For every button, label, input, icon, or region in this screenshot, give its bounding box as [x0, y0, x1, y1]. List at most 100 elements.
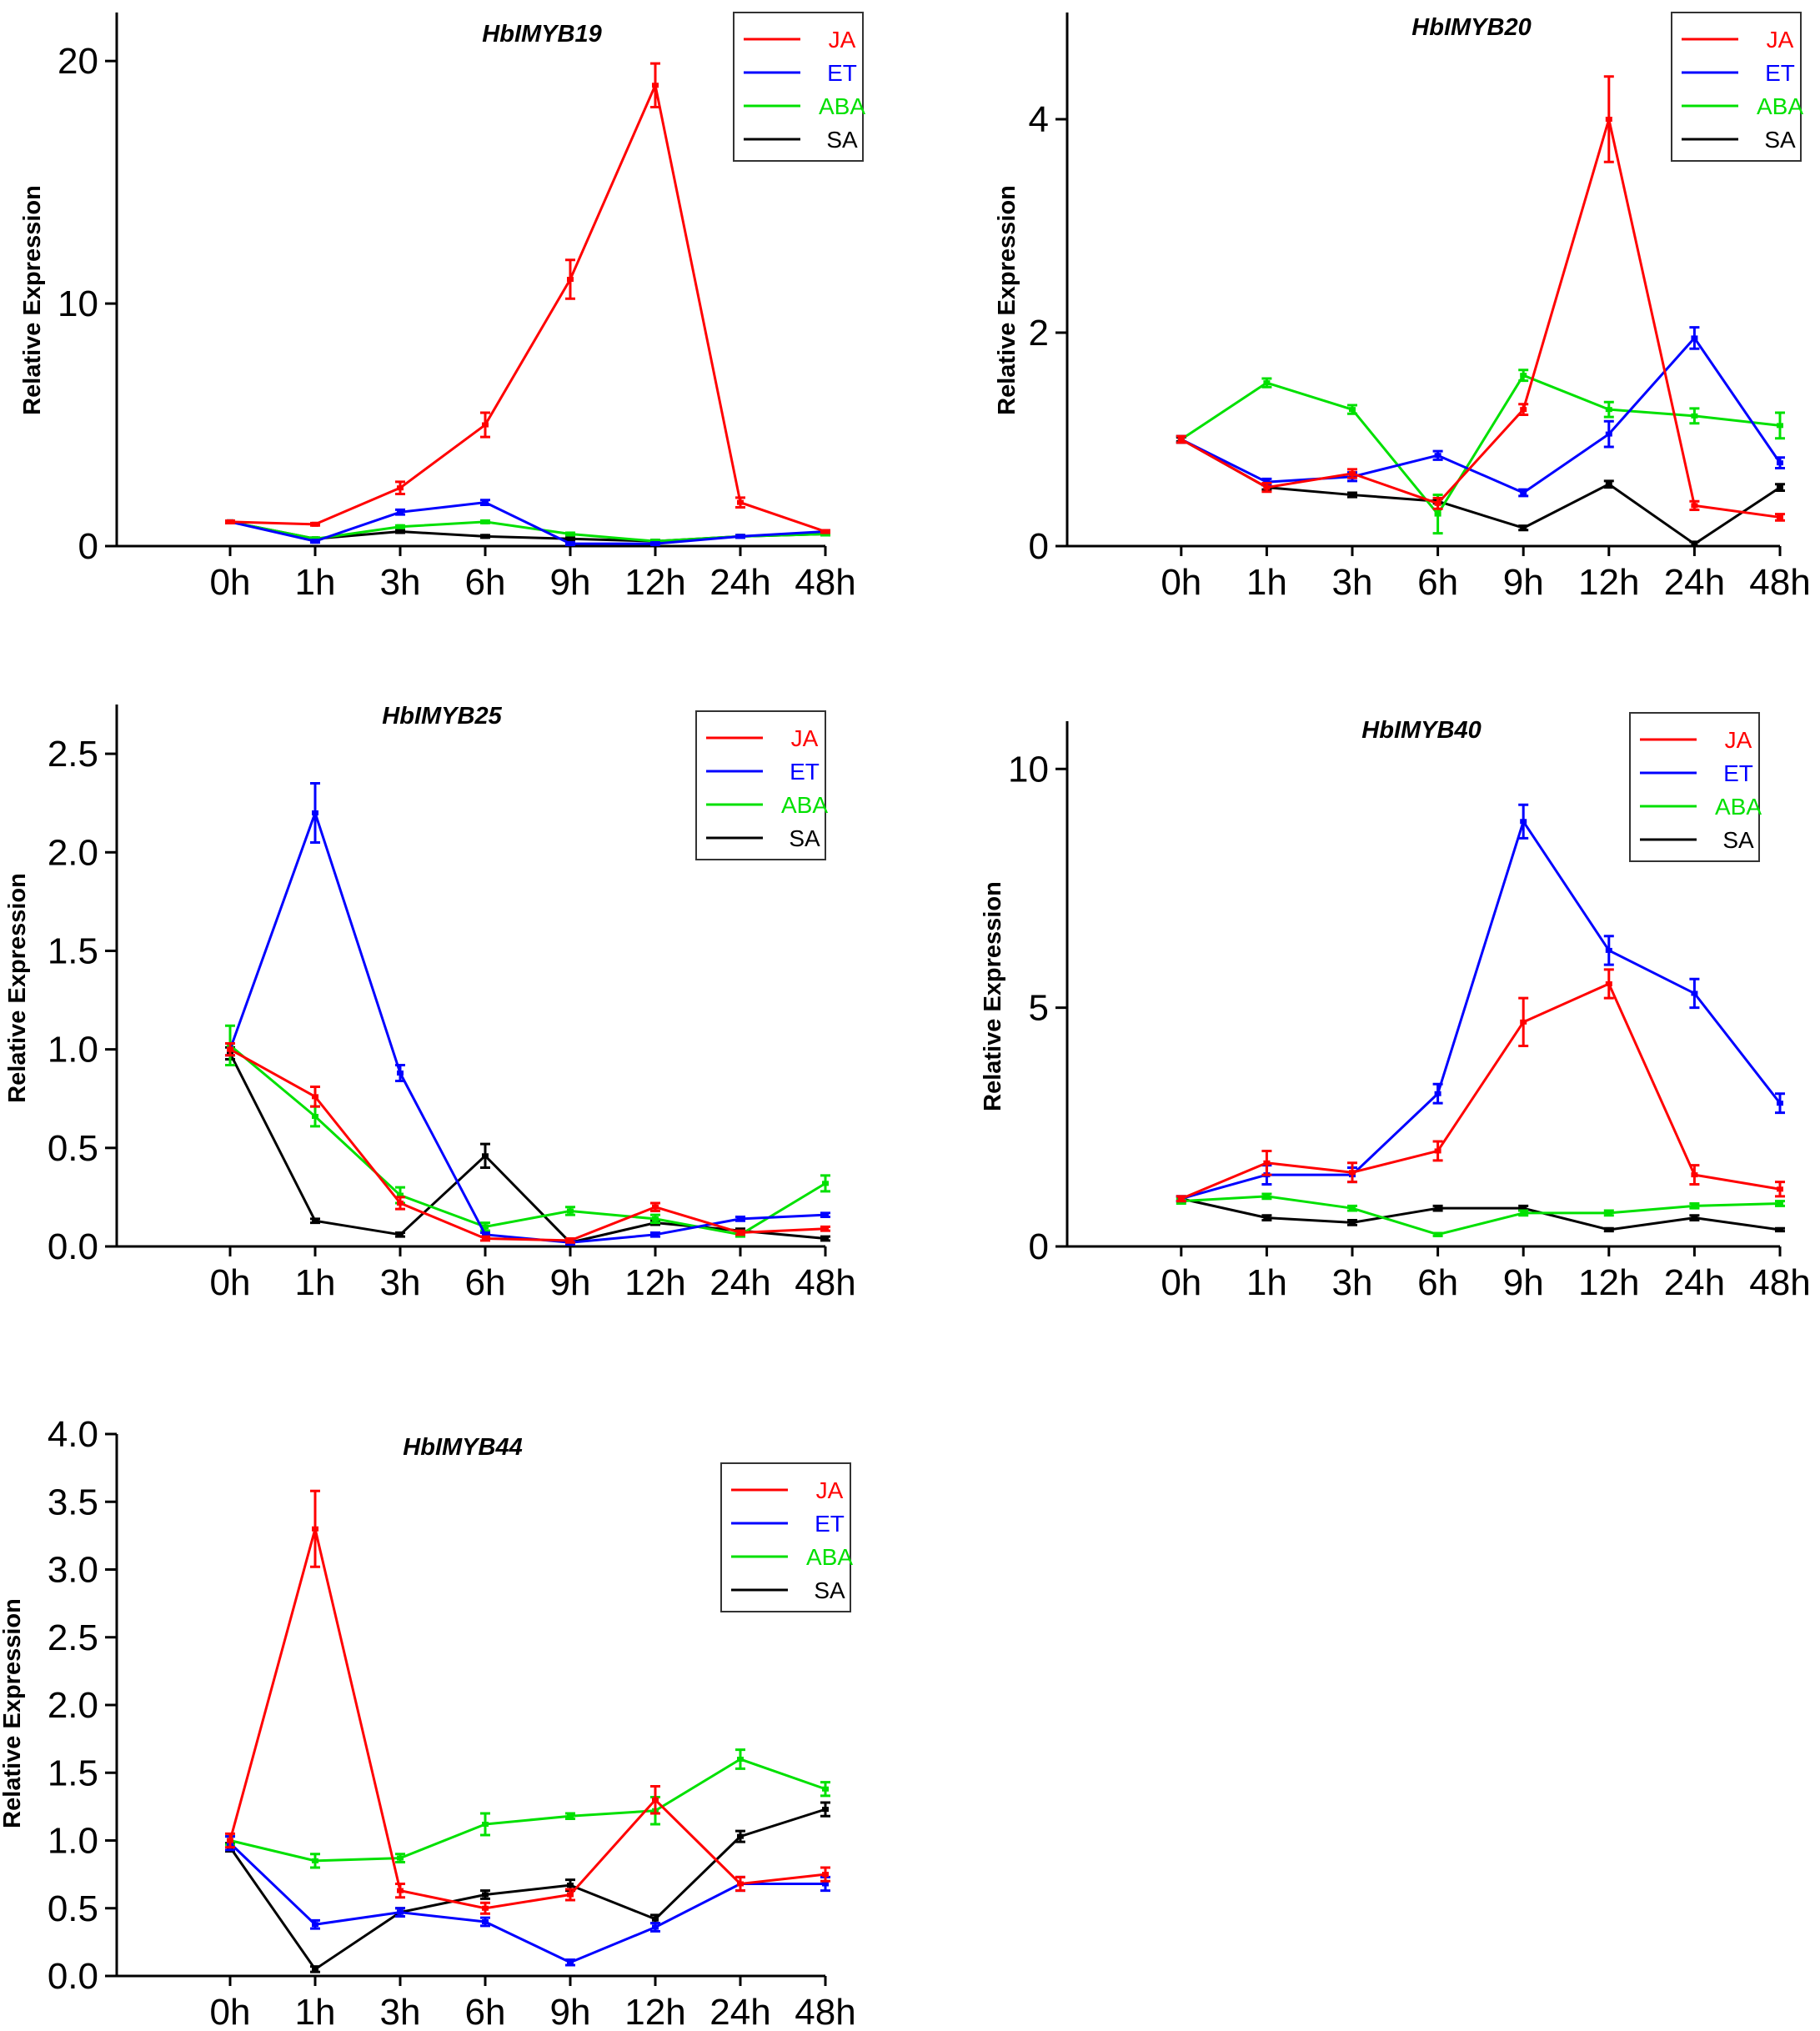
y-tick-label: 2.0 [48, 1685, 98, 1726]
y-tick-label: 4 [1029, 99, 1049, 140]
x-tick-label: 6h [465, 1992, 506, 2031]
series-line-JA [228, 1527, 826, 1910]
data-point [1263, 484, 1271, 490]
data-point [482, 1153, 489, 1159]
series-line-ABA [1180, 374, 1781, 516]
data-point [822, 1872, 829, 1878]
data-point [227, 1046, 233, 1052]
panel-HbIMYB25: 0.0 0.5 1.0 1.5 2.0 2.5 0h 1h 3h 6h 9h 12h 24h 48h Rel… [4, 703, 856, 1303]
data-point [397, 509, 404, 515]
data-point [652, 1231, 659, 1237]
legend-label-SA: SA [814, 1577, 845, 1603]
x-tick-label: 9h [550, 1992, 591, 2031]
data-point [1520, 1206, 1527, 1211]
data-point [397, 485, 404, 491]
x-tick-label: 24h [1664, 562, 1725, 603]
data-point [312, 1922, 318, 1928]
y-tick-label: 2.0 [48, 832, 98, 873]
legend-label-SA: SA [1764, 127, 1796, 153]
data-point [1349, 492, 1356, 498]
y-tick-label: 0.0 [48, 1956, 98, 1997]
x-tick-label: 12h [624, 1992, 685, 2031]
data-point [567, 531, 574, 537]
data-point [652, 1216, 659, 1221]
x-tick-label: 12h [1578, 562, 1639, 603]
y-tick-label: 3.5 [48, 1482, 98, 1522]
y-tick-label: 10 [1008, 749, 1049, 790]
legend-box [733, 12, 864, 162]
data-point [397, 1855, 404, 1861]
data-point [312, 810, 318, 815]
x-tick-label: 48h [1749, 562, 1810, 603]
data-point [1605, 1210, 1612, 1216]
data-point [1691, 1215, 1698, 1221]
data-point [1691, 335, 1698, 341]
legend-label-ET: ET [790, 759, 820, 785]
legend-label-ET: ET [1723, 760, 1753, 786]
series-JA [225, 62, 830, 534]
series-JA [225, 1042, 830, 1244]
y-tick-label: 0.0 [48, 1226, 98, 1267]
data-point [1520, 525, 1527, 531]
data-point [737, 534, 744, 539]
x-tick-label: 24h [709, 562, 770, 603]
series-line-ABA [229, 1758, 826, 1863]
x-tick-label: 3h [380, 1992, 421, 2031]
data-point [1777, 514, 1783, 520]
data-point [567, 1883, 574, 1888]
data-point [482, 1905, 489, 1911]
y-tick-label: 1.5 [48, 1753, 98, 1793]
x-tick-label: 9h [550, 1262, 591, 1303]
y-tick-label: 0.5 [48, 1128, 98, 1169]
data-point [822, 1212, 829, 1218]
x-tick-label: 12h [624, 1262, 685, 1303]
data-point [1349, 470, 1356, 476]
data-point [567, 541, 574, 547]
data-point [227, 1838, 233, 1843]
series-line-SA [1181, 1197, 1781, 1231]
data-point [312, 521, 318, 527]
y-tick-label: 1.0 [48, 1030, 98, 1071]
y-tick-label: 1.5 [48, 930, 98, 971]
x-tick-label: 24h [709, 1992, 770, 2031]
data-point [1777, 423, 1783, 429]
series-line-SA [1181, 438, 1781, 545]
x-tick-label: 48h [795, 562, 855, 603]
data-point [1691, 413, 1698, 419]
series-line-ABA [229, 1044, 826, 1236]
x-tick-label: 6h [1417, 1262, 1458, 1303]
data-point [397, 524, 404, 529]
legend-label-ET: ET [815, 1511, 845, 1537]
legend-label-SA: SA [1722, 827, 1754, 853]
series-line-JA [229, 83, 826, 533]
x-tick-label: 1h [295, 562, 336, 603]
data-point [822, 529, 829, 534]
series-line-ET [1181, 336, 1782, 494]
data-point [1691, 503, 1698, 509]
data-point [1349, 1206, 1356, 1211]
data-point [482, 1822, 489, 1827]
data-point [312, 1858, 318, 1863]
data-point [652, 541, 659, 547]
series-ABA [1176, 369, 1785, 535]
legend-label-JA: JA [1767, 27, 1794, 53]
data-point [482, 1892, 489, 1898]
legend-label-ET: ET [827, 60, 857, 86]
data-point [482, 422, 489, 428]
data-point [482, 499, 489, 505]
x-tick-label: 24h [1664, 1262, 1725, 1303]
data-point [1177, 1196, 1185, 1201]
y-axis-label: Relative Expression [0, 1598, 26, 1828]
y-axis-label: Relative Expression [4, 873, 31, 1103]
y-tick-label: 2.5 [48, 734, 98, 775]
data-point [1434, 1091, 1441, 1096]
legend-box [1629, 712, 1760, 862]
data-point [1263, 1193, 1271, 1199]
x-tick-label: 3h [1332, 1262, 1373, 1303]
series-ABA [225, 1024, 830, 1238]
data-point [567, 536, 574, 542]
data-point [1520, 407, 1527, 413]
data-point [312, 1218, 318, 1224]
data-point [1434, 1148, 1441, 1154]
